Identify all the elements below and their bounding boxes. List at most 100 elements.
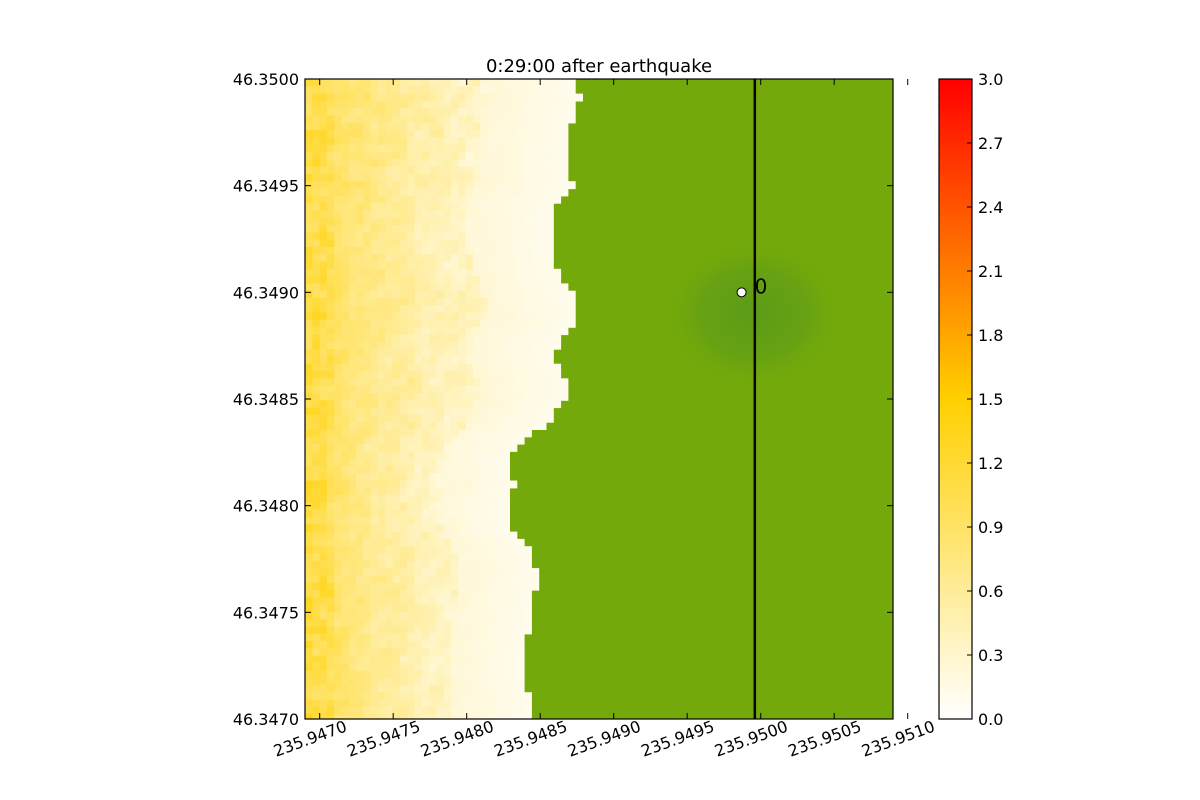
land-cell [392,334,401,343]
land-cell [305,495,313,503]
land-cell [472,451,481,460]
land-cell [436,305,445,314]
land-cell [370,254,379,263]
land-cell [348,144,357,153]
land-cell [436,407,445,416]
land-cell [370,436,379,445]
land-cell [319,706,328,715]
land-cell [326,312,335,321]
land-cell [429,144,437,153]
land-cell [487,502,496,511]
land-cell [516,181,525,190]
land-cell [502,714,510,719]
land-cell [487,414,496,423]
land-cell [385,400,394,409]
land-cell [560,283,569,292]
land-cell [312,480,321,489]
land-cell [356,217,364,226]
land-cell [356,451,364,460]
land-cell [436,334,445,343]
land-cell [465,414,474,423]
land-cell [553,371,562,379]
land-cell [443,429,452,438]
land-cell [334,283,343,292]
land-cell [480,429,489,438]
land-cell [531,239,540,248]
land-cell [509,648,518,657]
land-cell [414,706,423,715]
land-cell [341,378,350,387]
land-cell [334,495,343,503]
land-cell [465,261,474,270]
land-cell [487,590,496,598]
land-cell [451,225,459,233]
land-cell [531,298,540,306]
land-cell [341,495,350,503]
land-cell [545,239,554,248]
land-cell [443,480,452,489]
land-cell [465,422,474,430]
land-cell [516,327,525,336]
land-cell [421,648,430,657]
land-cell [458,349,467,357]
land-cell [538,400,547,409]
land-cell [334,385,343,394]
land-cell [348,706,357,715]
land-cell [378,633,386,642]
land-cell [334,714,343,719]
land-cell [407,152,416,160]
land-cell [465,86,474,95]
land-cell [443,677,452,686]
land-cell [465,181,474,190]
land-cell [414,144,423,153]
land-cell [407,517,416,525]
land-cell [480,458,489,467]
land-cell [407,188,416,197]
land-cell [502,276,510,284]
land-cell [392,319,401,328]
land-cell [531,414,540,423]
land-cell [487,436,496,445]
land-cell [487,568,496,576]
land-cell [451,159,459,168]
land-cell [560,385,569,394]
land-cell [399,560,408,569]
land-cell [480,546,489,555]
land-cell [472,188,481,197]
land-cell [443,582,452,591]
land-cell [363,509,372,518]
land-cell [458,312,467,321]
land-cell [363,611,372,620]
land-cell [509,670,518,679]
land-cell [385,79,394,87]
land-cell [443,327,452,336]
land-cell [399,363,408,372]
land-cell [378,122,386,131]
land-cell [378,509,386,518]
land-cell [363,86,372,95]
land-cell [305,619,313,628]
land-cell [334,86,343,95]
land-cell [451,298,459,306]
land-cell [399,582,408,591]
land-cell [414,79,423,87]
land-cell [319,414,328,423]
land-cell [502,444,510,452]
land-cell [378,152,386,160]
land-cell [399,429,408,438]
land-cell [363,225,372,233]
land-cell [516,392,525,401]
land-cell [312,334,321,343]
land-cell [553,188,562,197]
land-cell [531,144,540,153]
land-cell [458,254,467,263]
land-cell [429,480,437,489]
land-cell [487,531,496,540]
land-cell [341,684,350,693]
land-cell [348,392,357,401]
land-cell [385,327,394,336]
x-tick-label: 235.9510 [859,717,937,761]
land-cell [414,195,423,204]
land-cell [553,305,562,314]
land-cell [443,590,452,598]
